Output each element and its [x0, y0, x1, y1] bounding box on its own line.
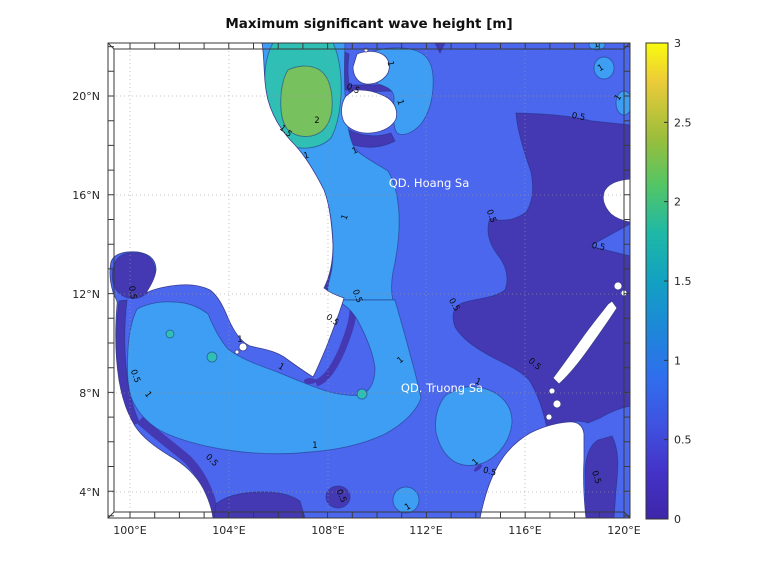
colorbar-tick-label: 3 [674, 37, 681, 50]
colorbar-tick-label: 2 [674, 196, 681, 209]
x-axis-tick-labels: 100°E 104°E 108°E 112°E 116°E 120°E [113, 524, 640, 537]
y-tick-label: 4°N [79, 486, 100, 499]
x-tick-label: 108°E [311, 524, 344, 537]
island-dot [613, 281, 623, 291]
land-luzon [602, 178, 630, 223]
contour-label: 1 [596, 63, 606, 74]
x-tick-label: 100°E [113, 524, 146, 537]
y-axis-tick-labels: 20°N 16°N 12°N 8°N 4°N [72, 90, 100, 499]
colorbar-labels: 0 0.5 1 1.5 2 2.5 3 [674, 37, 692, 526]
contour-label: 1 [473, 377, 482, 388]
colorbar-tick-label: 0 [674, 513, 681, 526]
contour-label: 1 [351, 146, 360, 157]
contour-label: 2 [314, 116, 319, 126]
colorbar: 0 0.5 1 1.5 2 2.5 3 [645, 37, 692, 526]
contour-label: 0.5 [571, 111, 586, 123]
x-tick-label: 104°E [212, 524, 245, 537]
contour-label: 1 [303, 151, 311, 162]
x-tick-label: 116°E [508, 524, 541, 537]
contour-label: 1 [385, 60, 396, 67]
place-labels: QD. Hoang Sa QD. Truong Sa [389, 176, 483, 395]
y-tick-label: 8°N [79, 387, 100, 400]
contour-label: 1 [403, 502, 413, 513]
grid-lines [108, 43, 630, 518]
y-tick-label: 12°N [72, 288, 100, 301]
island-dot [545, 413, 553, 421]
contour-label: 0.5 [128, 368, 142, 384]
island-dot [548, 387, 556, 395]
contour-label: 0.5 [482, 465, 498, 478]
colorbar-tick-label: 2.5 [674, 116, 692, 129]
y-tick-label: 20°N [72, 90, 100, 103]
island-dot [234, 349, 240, 355]
island-phu-quoc [238, 342, 248, 352]
land-layer [108, 43, 630, 518]
contour-label: 0.5 [350, 288, 364, 304]
x-tick-label: 120°E [607, 524, 640, 537]
island-dot [552, 399, 562, 409]
colorbar-tick-label: 0.5 [674, 434, 692, 447]
contour-label: 1 [394, 99, 405, 107]
colorbar-tick-label: 1.5 [674, 275, 692, 288]
colorbar-ticks [664, 42, 668, 520]
land-leizhou [352, 50, 390, 85]
contour-label: 1 [276, 362, 286, 373]
contour-label: 1 [142, 390, 153, 400]
land-hainan [341, 89, 397, 134]
contour-label: 1 [613, 93, 624, 103]
contour-label: 1 [592, 39, 601, 50]
land-palawan [552, 300, 618, 385]
contour-label: 1 [395, 355, 406, 366]
contour-label: 1 [312, 441, 317, 451]
contour-label: 1 [237, 335, 242, 345]
contour-label: 1 [470, 457, 481, 468]
map-fill-layer: 21.50.5111111110.50.50.50.50.50.50.50.51… [108, 39, 630, 518]
contour-label: 0.5 [126, 285, 138, 300]
chart-title: Maximum significant wave height [m] [225, 16, 512, 32]
axes-frame [107, 42, 631, 519]
contour-label: 1 [339, 213, 350, 222]
place-label: QD. Hoang Sa [389, 176, 470, 190]
land-borneo [479, 421, 587, 518]
place-label: QD. Truong Sa [401, 381, 483, 395]
contour-label: 0.5 [589, 469, 603, 485]
band-2-25-peak [280, 65, 333, 137]
contour-label: 0.5 [591, 241, 606, 253]
blue-wedge [588, 223, 630, 257]
colorbar-tick-label: 1 [674, 354, 681, 367]
x-tick-label: 112°E [409, 524, 442, 537]
contour-label: 0.5 [484, 208, 498, 224]
y-tick-label: 16°N [72, 189, 100, 202]
land-mainland-indochina [108, 43, 345, 518]
